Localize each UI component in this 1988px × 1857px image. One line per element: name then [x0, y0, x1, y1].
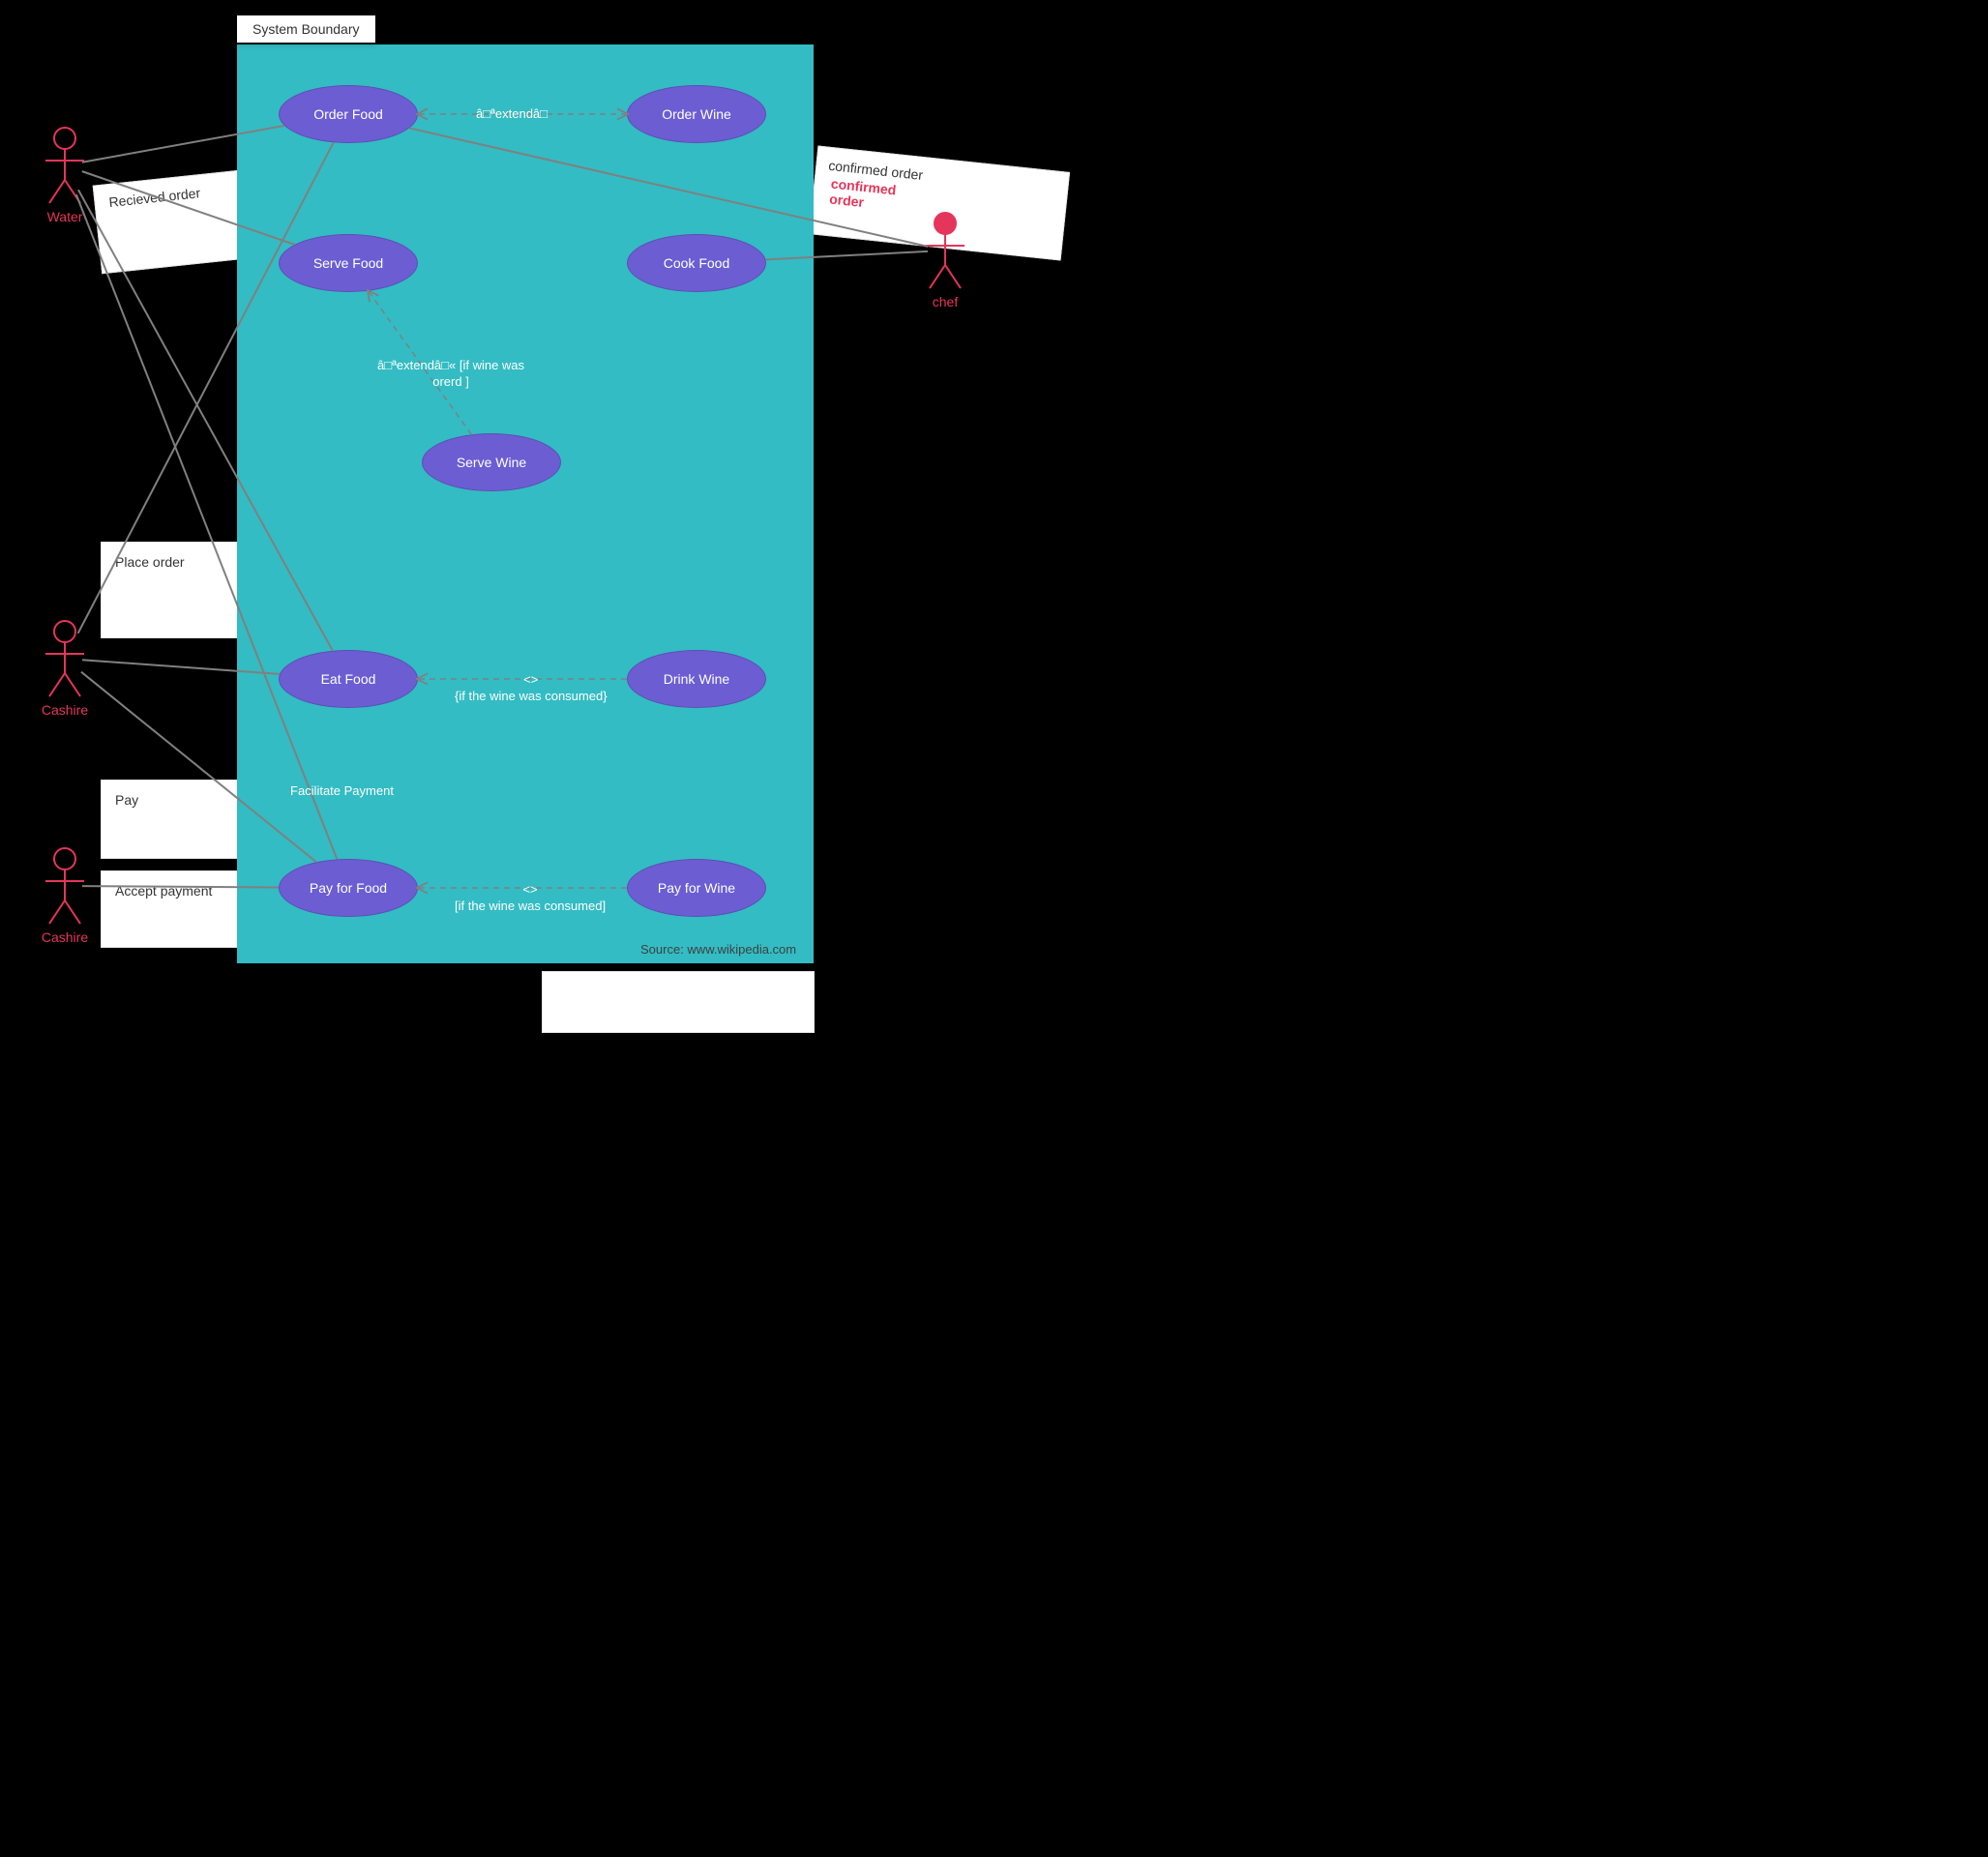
usecase-cookFood: Cook Food [627, 234, 766, 292]
actor-label: Cashire [42, 929, 88, 945]
actor-label: Cashire [42, 702, 88, 718]
actor-water: Water [39, 126, 91, 226]
usecase-payWine: Pay for Wine [627, 859, 766, 917]
note-label: Accept payment [115, 883, 212, 899]
usecase-drinkWine: Drink Wine [627, 650, 766, 708]
edge-label: â□ªextendâ□« [if wine wasorerd ] [377, 358, 524, 391]
actor-cashire2: Cashire [39, 846, 91, 947]
actor-label: chef [933, 294, 958, 310]
system-boundary: System Boundary [237, 44, 814, 963]
note-label: Recieved order [108, 185, 201, 210]
usecase-eatFood: Eat Food [279, 650, 418, 708]
usecase-payFood: Pay for Food [279, 859, 418, 917]
note-label: Pay [115, 792, 138, 808]
free-label: Facilitate Payment [290, 783, 394, 800]
actor-cashire1: Cashire [39, 619, 91, 720]
note-box-blank [542, 971, 815, 1033]
usecase-serveFood: Serve Food [279, 234, 418, 292]
source-note: Source: www.wikipedia.com [640, 942, 796, 957]
usecase-serveWine: Serve Wine [422, 433, 561, 491]
edge-label: â□ªextendâ□ [476, 106, 548, 123]
use-case-diagram: Recieved orderconfirmed orderPlace order… [0, 0, 1102, 1049]
edge-label: <>{if the wine was consumed} [455, 672, 608, 705]
usecase-orderFood: Order Food [279, 85, 418, 143]
boundary-title: System Boundary [237, 15, 375, 43]
actor-chef: chef [919, 211, 971, 311]
note-label: Place order [115, 554, 185, 570]
edge-label: <>[if the wine was consumed] [455, 882, 606, 915]
usecase-orderWine: Order Wine [627, 85, 766, 143]
actor-label: Water [47, 209, 83, 224]
